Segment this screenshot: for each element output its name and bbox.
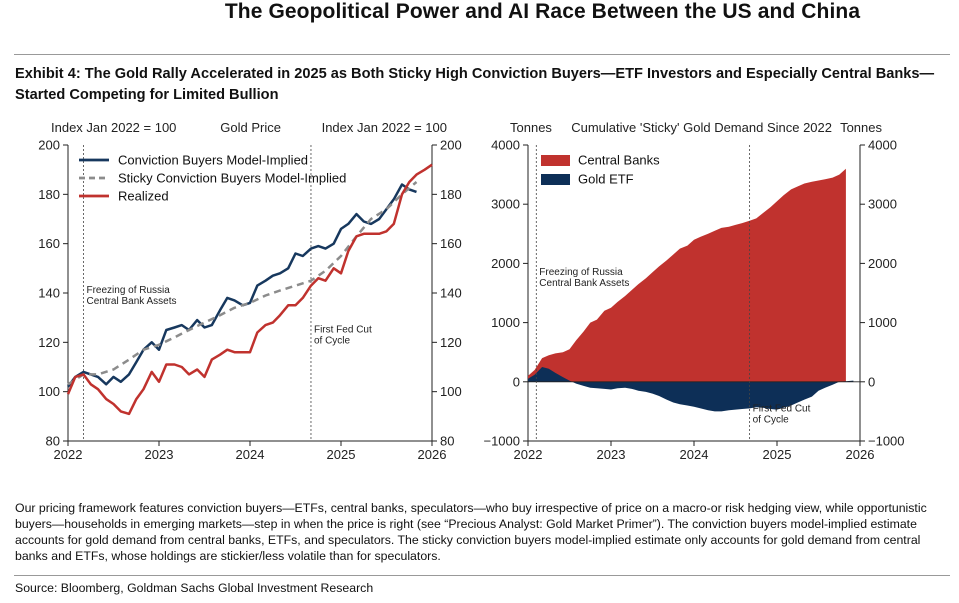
y-tick-label-left: 180: [38, 187, 60, 202]
series-area-1: [528, 367, 854, 412]
y-tick-label-right: 120: [440, 335, 462, 350]
y-tick-label-left: 0: [513, 374, 520, 389]
x-tick-label: 2025: [327, 447, 356, 462]
x-tick-label: 2024: [680, 447, 709, 462]
y-axis-label-right: Index Jan 2022 = 100: [322, 120, 447, 135]
series-line-2: [66, 163, 433, 416]
gold-price-chart: 2022 2023 2024 2025 202680100120140160180200…: [38, 120, 462, 462]
legend-label-1: Sticky Conviction Buyers Model-Implied: [118, 171, 346, 186]
y-tick-label-right: −1000: [868, 434, 905, 449]
legend-label-2: Realized: [118, 189, 169, 204]
y-tick-label-left: 160: [38, 236, 60, 251]
series-area-0: [528, 168, 846, 382]
y-tick-label-left: 140: [38, 286, 60, 301]
header-rule: [14, 54, 950, 55]
y-tick-label-left: 2000: [491, 256, 520, 271]
exhibit-title: Exhibit 4: The Gold Rally Accelerated in…: [15, 66, 935, 103]
page-title: The Geopolitical Power and AI Race Betwe…: [224, 0, 861, 23]
footer-rule: [14, 575, 950, 576]
y-tick-label-right: 4000: [868, 138, 897, 153]
y-tick-label-right: 180: [440, 187, 462, 202]
source-note: Source: Bloomberg, Goldman Sachs Global …: [15, 581, 374, 595]
legend-swatch-1: [541, 174, 570, 185]
y-tick-label-right: 3000: [868, 197, 897, 212]
x-tick-label: 2023: [597, 447, 626, 462]
y-tick-label-left: 80: [46, 434, 60, 449]
x-tick-label: 2022: [54, 447, 83, 462]
event-marker-label: of Cycle: [314, 335, 351, 346]
y-tick-label-right: 2000: [868, 256, 897, 271]
chart-title: Cumulative 'Sticky' Gold Demand Since 20…: [571, 120, 832, 135]
legend-swatch-0: [541, 155, 570, 166]
y-tick-label-left: −1000: [483, 434, 520, 449]
y-tick-label-left: 4000: [491, 138, 520, 153]
y-tick-label-right: 80: [440, 434, 454, 449]
y-tick-label-right: 0: [868, 374, 875, 389]
y-tick-label-right: 1000: [868, 315, 897, 330]
x-tick-label: 2026: [846, 447, 875, 462]
event-marker-label: Freezing of Russia: [86, 285, 170, 296]
legend-label-1: Gold ETF: [578, 172, 634, 187]
y-tick-label-left: 200: [38, 138, 60, 153]
series-line-1: [67, 181, 418, 386]
x-tick-label: 2025: [763, 447, 792, 462]
y-tick-label-right: 200: [440, 138, 462, 153]
caption: Our pricing framework features convictio…: [15, 501, 927, 563]
y-axis-label-left: Tonnes: [510, 120, 552, 135]
chart-title: Gold Price: [220, 120, 281, 135]
event-marker-label: Freezing of Russia: [539, 267, 623, 278]
y-tick-label-left: 120: [38, 335, 60, 350]
y-axis-label-left: Index Jan 2022 = 100: [51, 120, 176, 135]
event-marker-label: Central Bank Assets: [86, 296, 176, 307]
event-marker-label: of Cycle: [753, 414, 790, 425]
x-tick-label: 2023: [145, 447, 174, 462]
x-tick-label: 2024: [236, 447, 265, 462]
y-tick-label-left: 1000: [491, 315, 520, 330]
event-marker-label: First Fed Cut: [314, 324, 372, 335]
x-tick-label: 2022: [514, 447, 543, 462]
event-marker-label: First Fed Cut: [753, 403, 811, 414]
legend-label-0: Central Banks: [578, 153, 660, 168]
y-tick-label-right: 160: [440, 236, 462, 251]
event-marker-label: Central Bank Assets: [539, 278, 629, 289]
x-tick-label: 2026: [418, 447, 447, 462]
y-axis-label-right: Tonnes: [840, 120, 882, 135]
y-tick-label-left: 3000: [491, 197, 520, 212]
legend-label-0: Conviction Buyers Model-Implied: [118, 153, 308, 168]
y-tick-label-left: 100: [38, 384, 60, 399]
sticky-demand-chart: 2022 2023 2024 2025 2026−1000010002000300040…: [483, 120, 905, 462]
y-tick-label-right: 100: [440, 384, 462, 399]
y-tick-label-right: 140: [440, 286, 462, 301]
